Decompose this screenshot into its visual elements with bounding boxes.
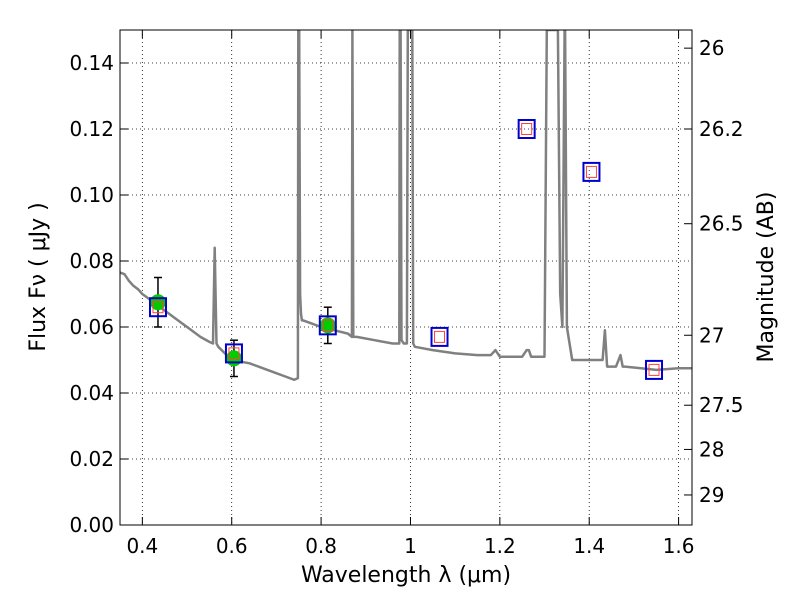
x-tick-label: 0.8 bbox=[305, 534, 337, 558]
model-band-square bbox=[224, 343, 243, 364]
plot-frame bbox=[119, 29, 693, 526]
photometry-point bbox=[225, 350, 242, 367]
y-tick-label: 0.14 bbox=[69, 51, 114, 75]
x-tick-label: 0.4 bbox=[126, 534, 158, 558]
model-band-square bbox=[148, 297, 167, 318]
model-band-inner bbox=[152, 301, 164, 314]
x-tick-label: 1.4 bbox=[573, 534, 605, 558]
x-axis-label: Wavelength λ (μm) bbox=[301, 563, 511, 588]
y-tick-label: 0.00 bbox=[69, 513, 114, 537]
y2-tick-label: 27 bbox=[699, 323, 724, 347]
y-tick-label: 0.06 bbox=[69, 315, 114, 339]
model-band-inner bbox=[585, 165, 597, 178]
model-band-inner bbox=[521, 123, 533, 135]
x-tick-label: 1.6 bbox=[663, 534, 695, 558]
x-tick-label: 0.6 bbox=[216, 534, 248, 558]
y-tick-label: 0.04 bbox=[69, 381, 114, 405]
model-band-square bbox=[582, 161, 601, 182]
spectrum-layer bbox=[120, 30, 692, 382]
y2-tick-label: 26.5 bbox=[699, 212, 744, 236]
y2-tick-label: 26.2 bbox=[699, 117, 744, 141]
y-axis-label: Flux Fν ( μJy ) bbox=[26, 202, 51, 351]
y2-axis-label: Magnitude (AB) bbox=[754, 192, 779, 363]
model-band-inner bbox=[228, 347, 240, 360]
axis-ticks: 0.4 0.6 0.8 1 1.2 1.4 1.6 0.00 0.02 0.04 0.06 0.08 0… bbox=[69, 30, 744, 558]
y-tick-label: 0.08 bbox=[69, 249, 114, 273]
photometry-point bbox=[149, 294, 166, 311]
x-tick-label: 1.2 bbox=[484, 534, 516, 558]
x-tick-label: 1 bbox=[404, 534, 417, 558]
model-band-square bbox=[645, 359, 664, 380]
model-band-square bbox=[318, 315, 337, 336]
model-band-square bbox=[430, 326, 449, 347]
y-tick-label: 0.02 bbox=[69, 447, 114, 471]
model-band-inner bbox=[322, 319, 334, 332]
photometry-point bbox=[319, 317, 336, 334]
model-band-inner bbox=[648, 363, 660, 376]
y-tick-label: 0.12 bbox=[69, 117, 114, 141]
sed-spectrum-line bbox=[120, 30, 692, 382]
model-layer bbox=[148, 119, 664, 380]
y2-tick-label: 26 bbox=[699, 36, 724, 60]
y2-tick-label: 27.5 bbox=[699, 393, 744, 417]
model-band-square bbox=[517, 119, 536, 139]
y2-tick-label: 28 bbox=[699, 437, 724, 461]
y2-tick-label: 29 bbox=[699, 483, 724, 507]
model-band-inner bbox=[434, 330, 446, 343]
y-tick-label: 0.10 bbox=[69, 183, 114, 207]
